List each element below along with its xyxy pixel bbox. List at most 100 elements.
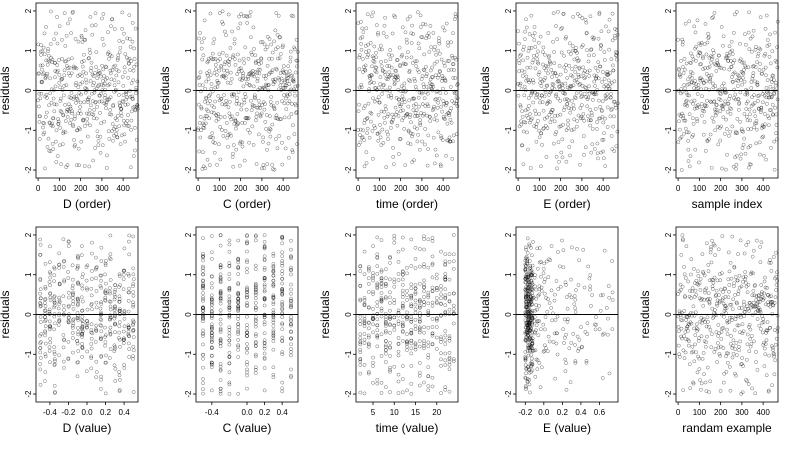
data-point — [268, 70, 273, 75]
data-point — [87, 47, 92, 52]
data-point — [114, 128, 119, 132]
data-point — [71, 350, 75, 355]
data-point — [523, 267, 528, 272]
data-point — [743, 32, 747, 37]
data-point — [89, 277, 94, 281]
data-point — [271, 294, 276, 299]
data-point — [255, 71, 260, 75]
data-point — [400, 247, 405, 252]
data-point — [764, 73, 768, 78]
data-point — [442, 28, 447, 33]
data-point — [438, 51, 442, 56]
data-point — [530, 263, 535, 268]
data-point — [554, 331, 559, 336]
data-point — [742, 251, 747, 256]
data-point — [378, 82, 383, 86]
x-tick-label: 300 — [95, 184, 109, 193]
data-point — [131, 300, 135, 305]
data-point — [48, 149, 53, 154]
x-tick-label: 200 — [74, 184, 88, 193]
data-point — [534, 122, 539, 127]
data-point — [292, 45, 297, 50]
data-point — [417, 319, 422, 324]
data-point — [729, 315, 734, 320]
data-point — [99, 329, 104, 334]
data-point — [744, 114, 749, 119]
data-point — [46, 136, 51, 141]
data-point — [128, 165, 133, 170]
data-point — [236, 338, 241, 342]
data-point — [371, 96, 375, 101]
data-point — [562, 105, 567, 110]
data-point — [262, 268, 267, 272]
data-point — [221, 73, 226, 78]
data-point — [71, 293, 75, 297]
data-point — [696, 273, 701, 278]
data-point — [691, 304, 696, 309]
data-point — [682, 356, 687, 361]
data-point — [712, 61, 717, 66]
data-point — [202, 36, 206, 41]
data-point — [602, 58, 607, 62]
data-point — [362, 341, 367, 345]
data-point — [207, 163, 212, 167]
data-point — [356, 109, 361, 114]
data-point — [573, 359, 578, 363]
data-point — [525, 107, 530, 112]
data-point — [135, 79, 140, 84]
data-point — [695, 327, 700, 332]
data-point — [383, 276, 388, 281]
data-point — [409, 319, 414, 324]
data-point — [559, 81, 564, 86]
data-point — [203, 114, 208, 118]
data-point — [434, 296, 439, 300]
data-point — [57, 80, 62, 85]
y-tick-label: -1 — [504, 126, 513, 134]
data-point — [104, 102, 108, 107]
data-point — [52, 362, 57, 367]
data-point — [558, 284, 563, 289]
data-point — [439, 296, 443, 301]
data-point — [683, 126, 688, 131]
data-point — [84, 80, 89, 85]
data-point — [85, 121, 90, 126]
data-point — [554, 130, 559, 134]
data-point — [564, 35, 568, 39]
data-point — [689, 80, 694, 85]
data-point — [761, 343, 766, 347]
data-point — [106, 30, 110, 35]
data-point — [122, 132, 127, 137]
data-point — [422, 237, 426, 241]
data-point — [716, 341, 720, 345]
data-point — [703, 22, 708, 26]
data-point — [241, 84, 246, 89]
data-point — [591, 53, 596, 57]
y-tick-label: -1 — [344, 350, 353, 358]
data-point — [52, 305, 56, 310]
data-point — [39, 332, 44, 336]
data-point — [449, 67, 454, 72]
data-point — [413, 245, 418, 250]
data-point — [100, 37, 105, 41]
data-point — [745, 99, 750, 104]
data-point — [761, 100, 765, 105]
data-point — [359, 41, 363, 46]
data-point — [607, 17, 612, 22]
y-tick-label: -1 — [664, 126, 673, 134]
data-point — [767, 42, 772, 47]
data-point — [215, 84, 220, 89]
data-point — [422, 338, 426, 343]
data-point — [690, 344, 695, 349]
data-point — [94, 265, 99, 269]
data-point — [84, 325, 89, 330]
data-point — [109, 24, 113, 29]
data-point — [201, 356, 205, 361]
data-point — [227, 272, 232, 276]
data-point — [422, 111, 426, 116]
data-point — [255, 111, 259, 116]
data-point — [571, 15, 576, 19]
data-point — [377, 85, 381, 90]
data-point — [372, 123, 376, 128]
data-point — [385, 77, 390, 82]
data-point — [572, 57, 577, 62]
